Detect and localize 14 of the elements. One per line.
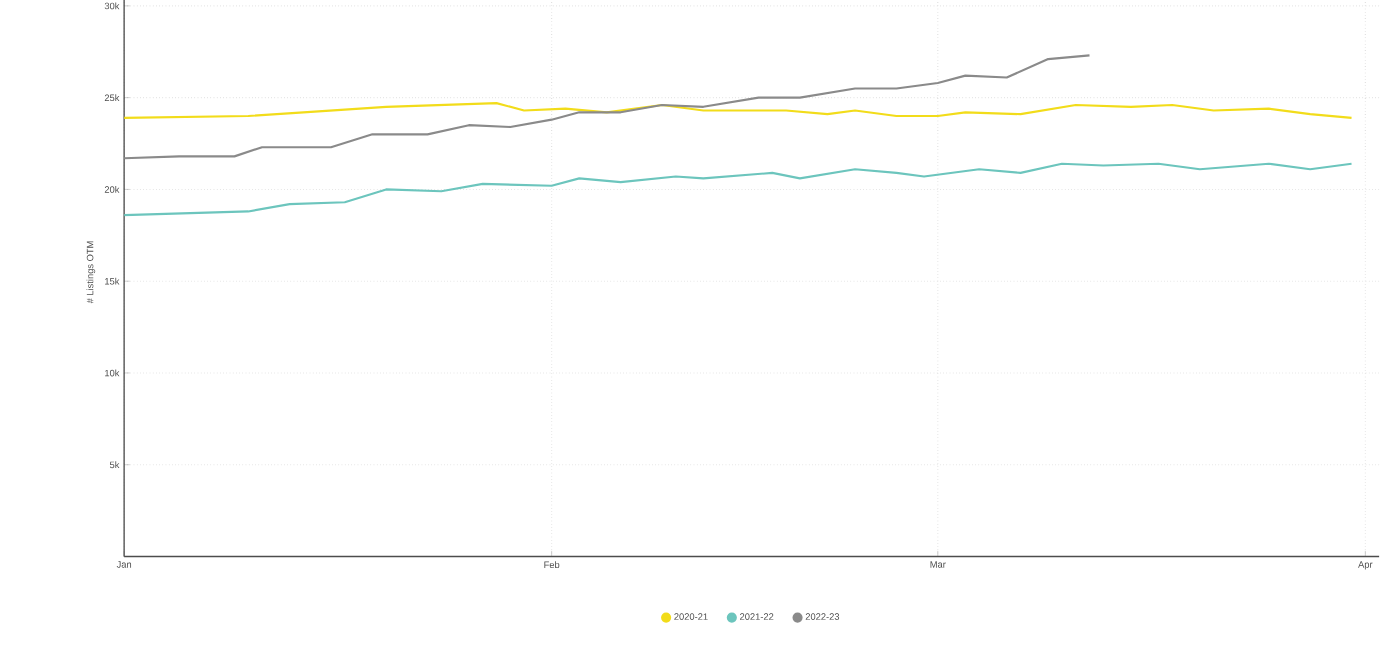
y-tick-label: 30k: [104, 2, 120, 10]
y-tick-label: 5k: [109, 461, 120, 469]
y-tick-label: 15k: [105, 277, 120, 285]
x-tick-label: Mar: [930, 561, 946, 568]
y-axis-title: # Listings OTM: [86, 241, 96, 304]
y-tick-label: 20k: [104, 185, 120, 193]
legend-label: 2020-21: [674, 613, 708, 620]
legend-label: 2022-23: [805, 613, 840, 620]
x-tick-label: Apr: [1358, 561, 1373, 570]
x-tick-label: Jan: [116, 561, 132, 568]
y-tick-label: 25k: [104, 94, 120, 102]
x-tick-label: Feb: [544, 561, 560, 569]
y-tick-label: 10k: [105, 369, 120, 377]
legend-label: 2021-22: [740, 613, 774, 620]
